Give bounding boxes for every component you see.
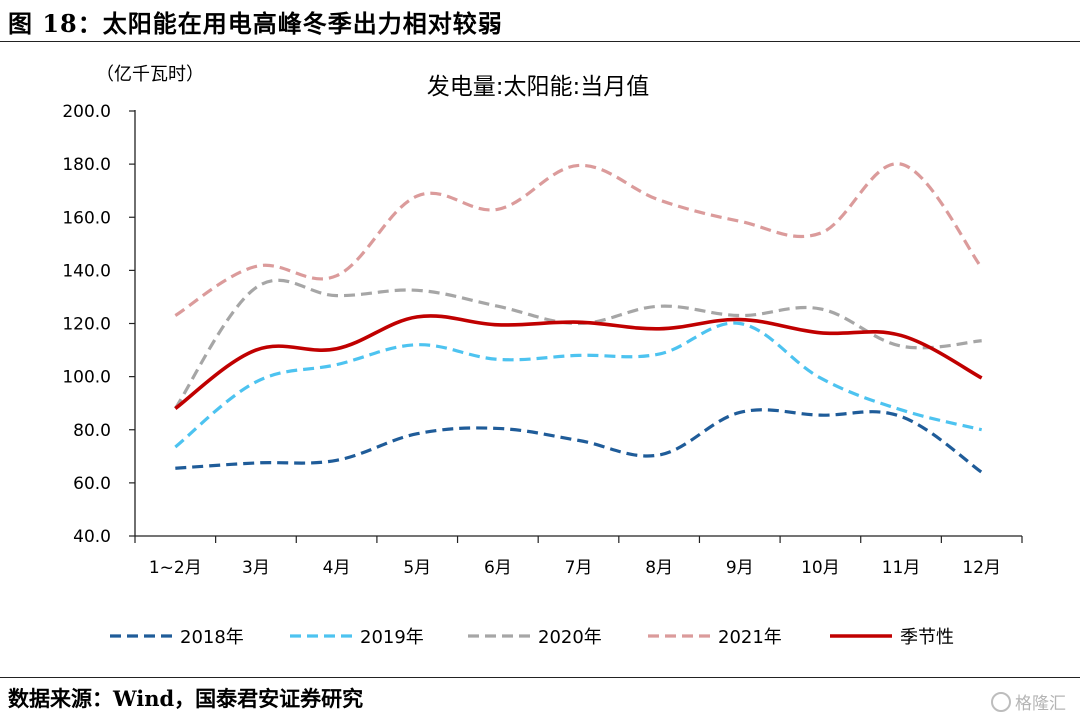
legend-label: 2018年 <box>180 627 244 648</box>
y-axis-unit-label: （亿千瓦时） <box>96 64 204 85</box>
y-tick-label: 120.0 <box>62 315 111 335</box>
y-tick-label: 160.0 <box>62 208 111 228</box>
data-point <box>818 376 822 380</box>
data-point <box>415 194 419 198</box>
series-line-2019 <box>174 321 983 449</box>
series-line-2018 <box>175 408 983 474</box>
data-point <box>657 327 661 331</box>
data-point <box>496 207 500 211</box>
data-point <box>415 288 419 292</box>
data-point <box>173 407 177 411</box>
x-tick-label: 9月 <box>726 558 754 578</box>
x-tick-label: 5月 <box>403 558 431 578</box>
data-point <box>254 461 258 465</box>
data-point <box>657 453 661 457</box>
watermark: 格隆汇 <box>991 689 1066 714</box>
chart-title: 发电量:太阳能:当月值 <box>427 74 650 100</box>
data-point <box>577 163 581 167</box>
data-point <box>254 380 258 384</box>
data-point <box>335 294 339 298</box>
data-point <box>415 432 419 436</box>
y-tick-label: 180.0 <box>62 155 111 175</box>
top-divider <box>0 41 1080 42</box>
data-point <box>657 304 661 308</box>
legend-label: 季节性 <box>900 627 954 648</box>
data-point <box>980 376 984 380</box>
series-line-2021 <box>174 162 983 317</box>
data-point <box>738 219 742 223</box>
x-tick-label: 11月 <box>882 558 921 578</box>
data-point <box>818 307 822 311</box>
legend: 2018年 2019年 2020年 2021年 季节性 <box>110 627 954 648</box>
y-tick-label: 60.0 <box>73 474 111 494</box>
data-point <box>254 348 258 352</box>
data-point <box>980 266 984 270</box>
legend-label: 2019年 <box>360 627 424 648</box>
data-point <box>254 286 258 290</box>
data-point <box>738 318 742 322</box>
watermark-text: 格隆汇 <box>1015 694 1066 714</box>
data-point <box>818 231 822 235</box>
bottom-divider <box>0 677 1080 678</box>
data-point <box>899 333 903 337</box>
data-point <box>738 410 742 414</box>
data-point <box>415 343 419 347</box>
data-point <box>577 320 581 324</box>
series-line-seasonal <box>174 314 983 410</box>
data-point <box>173 445 177 449</box>
figure-title: 图 18：太阳能在用电高峰冬季出力相对较弱 <box>8 9 503 38</box>
data-point <box>738 322 742 326</box>
data-point <box>415 315 419 319</box>
y-tick-label: 100.0 <box>62 368 111 388</box>
data-point <box>496 304 500 308</box>
y-tick-label: 140.0 <box>62 261 111 281</box>
solar-generation-line-chart: 发电量:太阳能:当月值 （亿千瓦时） 200.0 180.0 160.0 140.0 1… <box>62 64 1023 648</box>
x-tick-label: 10月 <box>801 558 840 578</box>
y-tick-label: 40.0 <box>73 527 111 547</box>
x-tick-label: 7月 <box>565 558 593 578</box>
x-tick-label: 12月 <box>962 558 1001 578</box>
x-tick-label: 1~2月 <box>149 558 202 578</box>
data-point <box>173 466 177 470</box>
data-point <box>496 426 500 430</box>
data-point <box>496 357 500 361</box>
data-point <box>738 314 742 318</box>
x-tick-label: 4月 <box>323 558 351 578</box>
data-point <box>818 413 822 417</box>
data-point <box>899 162 903 166</box>
x-tick-label: 8月 <box>645 558 673 578</box>
data-point <box>980 428 984 432</box>
y-tick-label: 200.0 <box>62 102 111 122</box>
data-point <box>980 339 984 343</box>
data-point <box>980 470 984 474</box>
data-point <box>577 438 581 442</box>
data-point <box>899 414 903 418</box>
watermark-logo-icon <box>991 691 1011 712</box>
source-note: 数据来源：Wind，国泰君安证券研究 <box>8 686 364 711</box>
y-tick-label: 80.0 <box>73 421 111 441</box>
data-point <box>899 344 903 348</box>
legend-label: 2021年 <box>718 627 782 648</box>
data-point <box>657 352 661 356</box>
data-point <box>335 458 339 462</box>
legend-label: 2020年 <box>538 627 602 648</box>
data-point <box>254 264 258 268</box>
series-line-2020 <box>173 278 982 410</box>
data-point <box>173 314 177 318</box>
x-tick-label: 6月 <box>484 558 512 578</box>
data-point <box>335 274 339 278</box>
data-point <box>335 363 339 367</box>
data-point <box>657 198 661 202</box>
data-point <box>899 408 903 412</box>
data-point <box>496 323 500 327</box>
data-point <box>818 331 822 335</box>
x-tick-label: 3月 <box>242 558 270 578</box>
axes: 200.0 180.0 160.0 140.0 120.0 100.0 80.0 60.0 40… <box>62 102 1023 578</box>
series-layer <box>173 162 983 474</box>
data-point <box>335 347 339 351</box>
data-point <box>577 353 581 357</box>
